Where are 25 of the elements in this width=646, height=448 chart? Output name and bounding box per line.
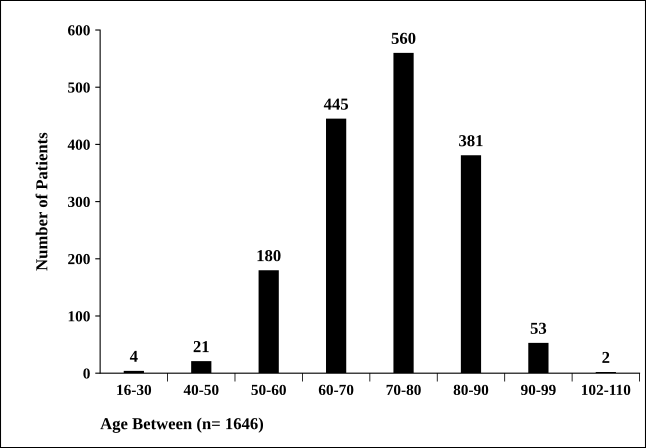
data-label: 53 — [530, 322, 546, 334]
y-tick-label: 200 — [68, 254, 90, 264]
x-tick-label: 102-110 — [582, 384, 630, 396]
y-tick-label: 0 — [83, 368, 90, 379]
data-label: 4 — [130, 350, 138, 362]
y-tick-label: 400 — [68, 140, 90, 150]
y-tick-label: 100 — [68, 311, 90, 322]
y-tick-label: 600 — [68, 25, 90, 36]
x-tick-label: 70-80 — [386, 384, 421, 396]
x-tick-label: 50-60 — [251, 384, 286, 396]
data-label: 21 — [194, 341, 209, 352]
data-label: 2 — [602, 352, 610, 363]
data-label: 180 — [258, 250, 281, 262]
y-tick-label: 300 — [68, 196, 90, 208]
y-axis-title: Number of Patients — [36, 132, 48, 271]
x-tick-label: 80-90 — [454, 384, 488, 396]
y-tick-label: 500 — [68, 82, 90, 93]
data-label: 560 — [392, 32, 416, 44]
data-label: 445 — [324, 98, 348, 110]
x-tick-label: 40-50 — [184, 384, 219, 396]
x-tick-label: 16-30 — [117, 384, 152, 396]
x-tick-label: 60-70 — [318, 384, 354, 396]
x-axis-title: Age Between (n= 1646) — [100, 418, 264, 433]
data-label: 381 — [459, 135, 483, 146]
x-tick-label: 90-99 — [520, 384, 556, 396]
